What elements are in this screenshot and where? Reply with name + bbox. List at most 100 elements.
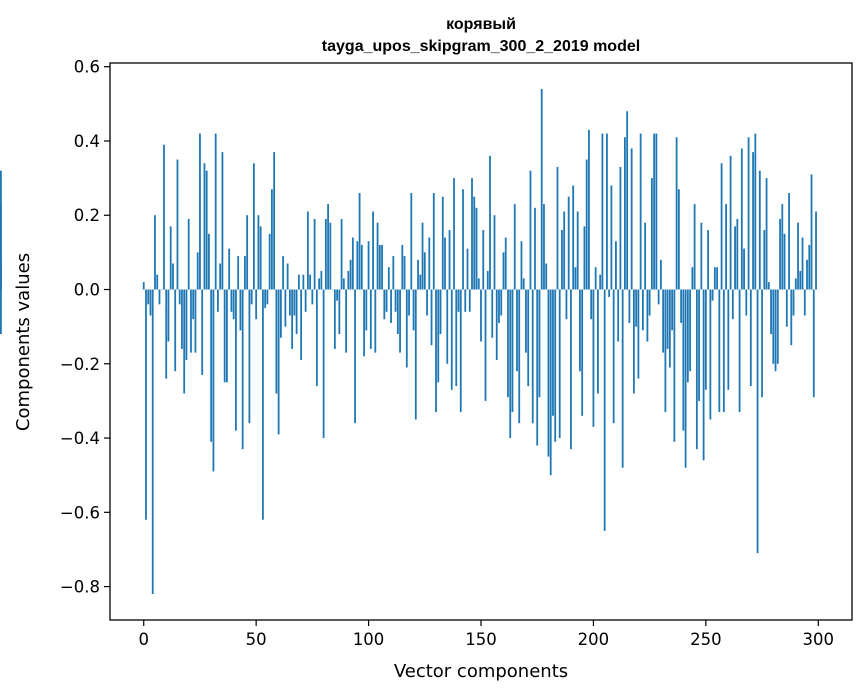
bar: [255, 289, 258, 320]
bar: [253, 163, 255, 290]
bar: [695, 289, 698, 450]
y-axis-label: Components values: [13, 253, 34, 431]
bar: [401, 244, 404, 290]
bar: [441, 196, 444, 290]
bar: [455, 289, 458, 387]
bar: [639, 133, 642, 290]
y-tick-label: 0.2: [74, 206, 100, 225]
bar: [428, 237, 431, 290]
bar: [477, 278, 480, 290]
bar: [765, 178, 768, 290]
bar: [208, 233, 210, 290]
bar: [650, 178, 653, 290]
bar: [446, 289, 449, 364]
bar: [693, 204, 696, 290]
bar: [657, 289, 660, 305]
bar: [349, 259, 352, 290]
bar: [531, 289, 534, 424]
bar: [803, 289, 806, 316]
bar: [142, 282, 145, 290]
bar: [671, 289, 674, 331]
bar: [354, 289, 356, 424]
bar: [145, 289, 147, 520]
bar: [226, 289, 228, 383]
bar: [779, 218, 781, 290]
bar: [468, 289, 471, 312]
bar: [545, 263, 548, 290]
bar: [268, 233, 271, 290]
bar: [799, 270, 802, 290]
bar: [340, 218, 343, 290]
bar: [522, 278, 525, 290]
bar: [592, 289, 595, 427]
bar: [212, 289, 215, 472]
bar: [410, 192, 413, 290]
bar: [729, 155, 732, 290]
bar: [176, 159, 179, 290]
bar: [666, 289, 669, 349]
bar: [347, 270, 350, 290]
bar: [457, 289, 460, 312]
bar: [174, 289, 177, 372]
bar: [731, 289, 734, 320]
bar: [540, 88, 543, 290]
bar: [279, 289, 282, 338]
bar: [767, 282, 770, 290]
bar: [484, 289, 487, 401]
x-tick-label: 50: [246, 630, 267, 649]
bar: [322, 289, 325, 439]
y-tick-label: 0.0: [74, 281, 100, 300]
bar: [534, 207, 536, 290]
bar: [567, 196, 570, 290]
bar: [284, 289, 287, 327]
bar: [585, 159, 588, 290]
bar: [504, 237, 507, 290]
bar: [372, 211, 374, 290]
bar: [718, 289, 721, 413]
bar: [644, 222, 647, 290]
bar: [677, 189, 680, 290]
bar: [358, 192, 361, 290]
bar: [655, 133, 658, 290]
bar: [653, 133, 656, 290]
bar: [556, 166, 559, 290]
bar: [181, 289, 183, 349]
bar: [554, 289, 557, 442]
bar: [482, 230, 485, 290]
bar: [500, 289, 503, 316]
bar: [187, 218, 190, 290]
bar: [630, 148, 633, 290]
bar: [432, 192, 435, 290]
bar: [342, 278, 345, 290]
bar: [435, 289, 437, 413]
bar: [178, 289, 181, 305]
bar: [628, 289, 631, 323]
bar: [603, 289, 606, 531]
bar: [709, 289, 712, 420]
bar: [738, 289, 741, 413]
bar: [201, 289, 204, 375]
bar: [507, 289, 509, 398]
bar: [498, 289, 500, 323]
bar: [259, 226, 262, 290]
bar: [513, 204, 516, 290]
bar: [444, 237, 446, 290]
bar: [419, 274, 422, 290]
bar: [662, 289, 665, 353]
bar: [610, 185, 613, 290]
bar: [365, 289, 368, 331]
bar: [740, 148, 743, 290]
bar: [0, 170, 2, 290]
bar: [369, 289, 372, 349]
bar: [367, 241, 370, 290]
bar: [437, 289, 440, 383]
y-tick-label: −0.8: [60, 578, 100, 597]
bar: [736, 218, 739, 290]
bar: [790, 289, 793, 346]
bar: [327, 204, 329, 290]
bar: [399, 289, 401, 353]
y-tick-label: −0.2: [60, 355, 100, 374]
bar: [810, 174, 813, 290]
bar: [363, 289, 365, 357]
bar: [172, 263, 174, 290]
